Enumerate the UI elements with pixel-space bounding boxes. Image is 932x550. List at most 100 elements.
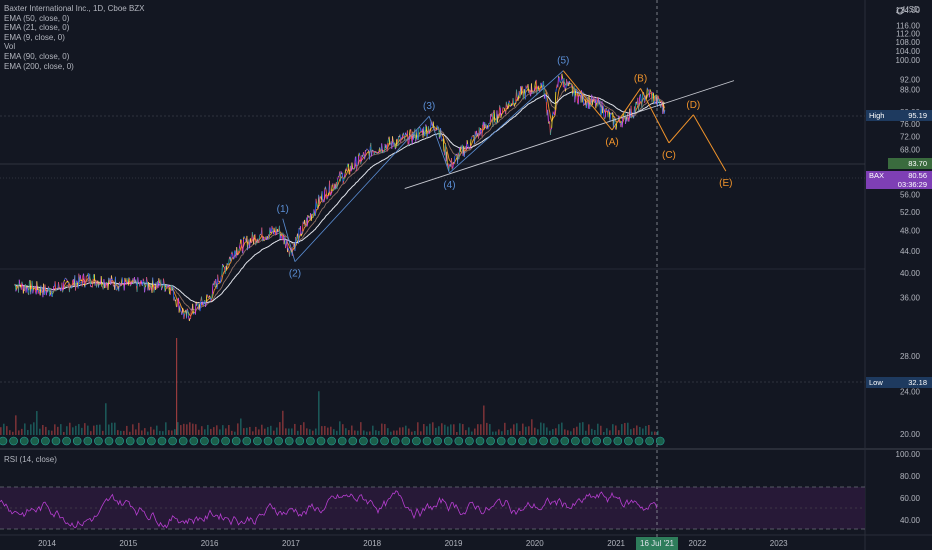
earnings-marker[interactable] bbox=[433, 436, 442, 446]
earnings-marker[interactable] bbox=[518, 436, 527, 446]
current-price-tag[interactable]: BAX 80.56 03:36:29 bbox=[866, 171, 932, 189]
earnings-marker[interactable] bbox=[115, 436, 124, 446]
earnings-marker[interactable] bbox=[390, 436, 400, 446]
earnings-marker[interactable] bbox=[624, 436, 633, 446]
earnings-marker[interactable] bbox=[412, 436, 421, 446]
indicator-ema50[interactable]: EMA (50, close, 0) bbox=[4, 13, 70, 23]
earnings-marker[interactable] bbox=[83, 436, 93, 446]
corrective-wave-segment[interactable] bbox=[611, 88, 641, 131]
rsi-axis[interactable]: 100.00 80.00 60.00 40.00 bbox=[896, 450, 921, 525]
symbol-title[interactable]: Baxter International Inc., 1D, Cboe BZX bbox=[4, 4, 145, 13]
earnings-marker[interactable] bbox=[465, 436, 474, 446]
earnings-marker[interactable] bbox=[263, 436, 273, 446]
corrective-wave-segment[interactable] bbox=[692, 114, 727, 172]
settings-icon[interactable] bbox=[896, 7, 904, 15]
trendline[interactable] bbox=[404, 80, 735, 190]
earnings-marker[interactable] bbox=[422, 436, 432, 446]
earnings-marker[interactable] bbox=[178, 436, 188, 446]
earnings-marker[interactable] bbox=[19, 436, 29, 446]
earnings-marker[interactable] bbox=[136, 436, 146, 446]
corrective-wave-segment[interactable] bbox=[562, 70, 613, 131]
impulse-wave-label[interactable]: (4) bbox=[443, 180, 455, 191]
earnings-marker[interactable] bbox=[496, 436, 506, 446]
earnings-marker[interactable] bbox=[274, 436, 283, 446]
earnings-marker[interactable] bbox=[104, 436, 114, 446]
impulse-wave-label[interactable]: (3) bbox=[423, 101, 435, 112]
earnings-marker[interactable] bbox=[210, 436, 220, 446]
earnings-marker[interactable] bbox=[9, 436, 18, 446]
earnings-marker[interactable] bbox=[157, 436, 167, 446]
earnings-marker[interactable] bbox=[369, 436, 379, 446]
earnings-marker[interactable] bbox=[592, 436, 601, 446]
indicator-ema200[interactable]: EMA (200, close, 0) bbox=[4, 61, 74, 71]
rsi-indicator-label[interactable]: RSI (14, close) bbox=[4, 455, 57, 464]
earnings-marker[interactable] bbox=[51, 436, 61, 446]
earnings-marker[interactable] bbox=[189, 436, 199, 446]
earnings-marker[interactable] bbox=[306, 436, 315, 446]
corrective-wave-segment[interactable] bbox=[668, 114, 694, 144]
earnings-marker[interactable] bbox=[645, 436, 654, 446]
earnings-marker[interactable] bbox=[0, 436, 8, 446]
earnings-marker[interactable] bbox=[62, 436, 71, 446]
earnings-marker[interactable] bbox=[380, 436, 389, 446]
earnings-marker[interactable] bbox=[221, 436, 230, 446]
earnings-marker[interactable] bbox=[348, 436, 358, 446]
corrective-wave-segment[interactable] bbox=[640, 88, 670, 144]
earnings-marker[interactable] bbox=[147, 436, 156, 446]
impulse-wave-segment[interactable] bbox=[449, 70, 564, 174]
earnings-marker[interactable] bbox=[443, 436, 453, 446]
earnings-marker[interactable] bbox=[571, 436, 580, 446]
earnings-marker[interactable] bbox=[528, 436, 538, 446]
wave-overlay[interactable]: (1) (2) (3) (4) (5) (A) (B) (C) (D) (E) bbox=[277, 56, 735, 280]
earnings-marker[interactable] bbox=[602, 436, 612, 446]
earnings-marker[interactable] bbox=[507, 436, 517, 446]
earnings-marker[interactable] bbox=[401, 436, 411, 446]
earnings-marker[interactable] bbox=[539, 436, 548, 446]
currency-label[interactable]: USD bbox=[903, 5, 920, 14]
earnings-marker[interactable] bbox=[486, 436, 495, 446]
earnings-marker[interactable] bbox=[242, 436, 252, 446]
earnings-marker[interactable] bbox=[560, 436, 570, 446]
earnings-markers[interactable] bbox=[0, 436, 665, 446]
earnings-marker[interactable] bbox=[200, 436, 209, 446]
impulse-wave-segment[interactable] bbox=[428, 116, 450, 174]
corrective-wave-label[interactable]: (C) bbox=[662, 150, 676, 161]
impulse-wave-label[interactable]: (5) bbox=[557, 56, 569, 67]
earnings-marker[interactable] bbox=[454, 436, 464, 446]
earnings-marker[interactable] bbox=[581, 436, 591, 446]
indicator-volume[interactable]: Vol bbox=[4, 42, 16, 52]
earnings-marker[interactable] bbox=[327, 436, 336, 446]
indicator-ema90[interactable]: EMA (90, close, 0) bbox=[4, 51, 70, 61]
impulse-wave-segment[interactable] bbox=[294, 115, 430, 262]
impulse-wave-label[interactable]: (1) bbox=[277, 204, 289, 215]
earnings-marker[interactable] bbox=[359, 436, 368, 446]
earnings-marker[interactable] bbox=[613, 436, 623, 446]
corrective-wave-label[interactable]: (D) bbox=[686, 100, 700, 111]
corrective-wave-label[interactable]: (A) bbox=[605, 137, 618, 148]
earnings-marker[interactable] bbox=[253, 436, 262, 446]
earnings-marker[interactable] bbox=[337, 436, 347, 446]
earnings-marker[interactable] bbox=[41, 436, 50, 446]
indicator-ema21[interactable]: EMA (21, close, 0) bbox=[4, 23, 70, 33]
earnings-marker[interactable] bbox=[168, 436, 177, 446]
indicator-ema9[interactable]: EMA (9, close, 0) bbox=[4, 32, 65, 42]
earnings-marker[interactable] bbox=[231, 436, 241, 446]
earnings-marker[interactable] bbox=[284, 436, 294, 446]
earnings-marker[interactable] bbox=[655, 436, 665, 446]
earnings-marker[interactable] bbox=[634, 436, 644, 446]
corrective-wave-label[interactable]: (B) bbox=[634, 73, 647, 84]
earnings-marker[interactable] bbox=[549, 436, 559, 446]
impulse-wave-label[interactable]: (2) bbox=[289, 269, 301, 280]
time-axis[interactable]: 2014 2015 2016 2017 2018 2019 2020 2021 2022 2023 bbox=[38, 539, 788, 548]
earnings-marker[interactable] bbox=[72, 436, 82, 446]
earnings-marker[interactable] bbox=[125, 436, 135, 446]
impulse-wave-segment[interactable] bbox=[282, 218, 296, 262]
earnings-marker[interactable] bbox=[475, 436, 485, 446]
earnings-marker[interactable] bbox=[94, 436, 103, 446]
corrective-wave-label[interactable]: (E) bbox=[719, 178, 732, 189]
earnings-marker[interactable] bbox=[30, 436, 40, 446]
earnings-marker[interactable] bbox=[295, 436, 305, 446]
earnings-marker[interactable] bbox=[316, 436, 326, 446]
